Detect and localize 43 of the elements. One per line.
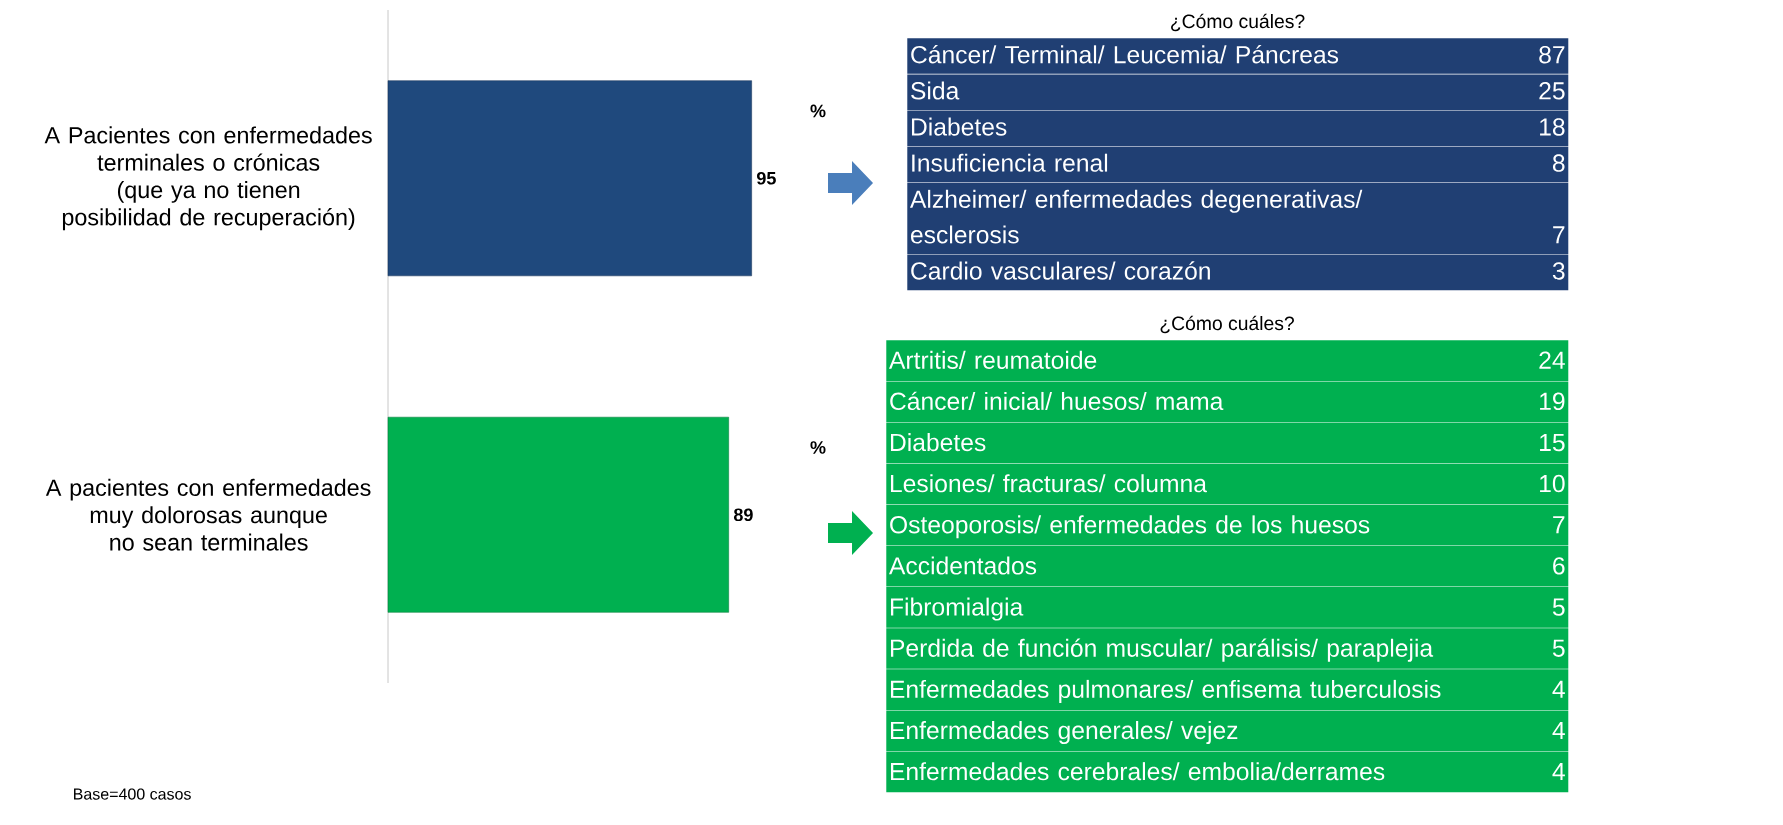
y-tick-label: A Pacientes con enfermedades terminales o crónicas (que ya no tienen posibilidad de recuperación) (44, 126, 372, 231)
category-label: Sida (911, 81, 960, 100)
data-label: 4 (1552, 763, 1565, 781)
data-label: 4 (1552, 721, 1565, 739)
data-label: 87 (1539, 45, 1565, 64)
category-label: Enfermedades cerebrales/ embolia/derrames (890, 762, 1385, 781)
text: ¿Cómo cuáles? (1171, 13, 1305, 32)
category-label: Insuficiencia renal (912, 153, 1108, 172)
category-label: Cáncer/ Terminal/ Leucemia/ Páncreas (911, 45, 1339, 64)
text: % (810, 441, 826, 454)
y-tick-label: A pacientes con enfermedades muy dolorosas aunque no sean terminales (45, 478, 371, 551)
data-label: 95 (756, 171, 776, 185)
category-label: Enfermedades pulmonares/ enfisema tuberculosis (890, 679, 1441, 703)
category-label: Alzheimer/ enfermedades degenerativas/ esclerosis (909, 189, 1363, 244)
category-label: Enfermedades generales/ vejez (890, 721, 1238, 745)
data-label: 19 (1540, 392, 1565, 411)
data-label: 5 (1552, 598, 1565, 616)
data-label: 4 (1552, 680, 1565, 698)
category-label: Osteoporosis/ enfermedades de los huesos (890, 515, 1370, 539)
category-label: Cáncer/ inicial/ huesos/ mama (890, 391, 1224, 411)
category-label: Diabetes (911, 117, 1007, 136)
data-label: 7 (1553, 226, 1565, 244)
data-label: 6 (1553, 557, 1565, 575)
data-label: 10 (1540, 474, 1565, 493)
data-label: 24 (1539, 351, 1565, 369)
category-label: Fibromialgia (890, 597, 1024, 621)
data-label: 5 (1552, 639, 1565, 657)
text: Base=400 casos (74, 788, 191, 800)
data-label: 7 (1553, 516, 1565, 534)
category-label: Lesiones/ fracturas/ columna (890, 474, 1207, 493)
category-label: Diabetes (890, 433, 986, 452)
category-label: Accidentados (888, 556, 1037, 575)
data-label: 89 (733, 508, 753, 522)
text: ¿Cómo cuáles? (1160, 315, 1294, 334)
category-label: Perdida de función muscular/ parálisis/ paraplejia (890, 638, 1434, 662)
data-label: 3 (1552, 262, 1565, 280)
text: % (810, 104, 826, 118)
category-label: Cardio vasculares/ corazón (911, 261, 1210, 280)
data-label: 25 (1539, 82, 1565, 100)
category-label: Artritis/ reumatoide (888, 350, 1097, 369)
data-label: 18 (1540, 118, 1565, 136)
data-label: 8 (1552, 154, 1565, 172)
data-label: 15 (1540, 433, 1565, 452)
